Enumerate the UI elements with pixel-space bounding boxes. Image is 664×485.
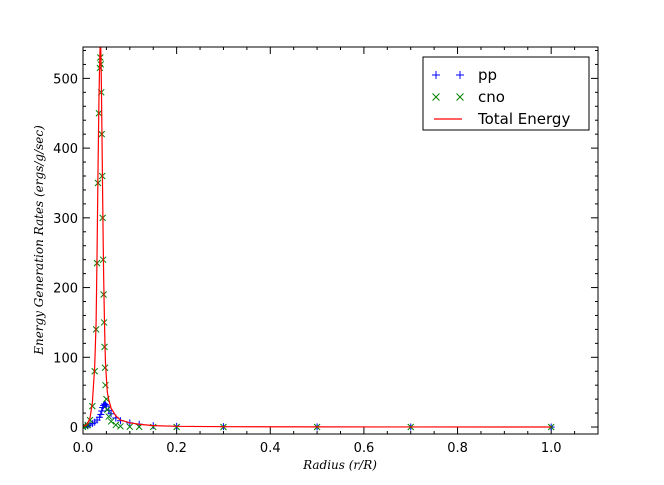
- plot-frame: [82, 46, 599, 435]
- y-tick-label: 100: [53, 351, 78, 366]
- series-total-energy: [83, 47, 552, 428]
- y-axis-label: Energy Generation Rates (ergs/g/sec): [32, 125, 46, 356]
- data-point-cno: [126, 423, 134, 431]
- data-point-cno: [103, 406, 111, 413]
- x-axis-label: Radius (r/R): [302, 458, 377, 472]
- legend-entry-pp: pp: [432, 66, 497, 84]
- y-tick-label: 0: [70, 421, 78, 436]
- legend: pp cno Total Energy: [422, 56, 590, 131]
- data-point-cno: [173, 423, 180, 431]
- x-tick-label: 0.2: [166, 441, 187, 456]
- legend-marker: [456, 71, 464, 79]
- y-tick-label: 200: [53, 282, 78, 297]
- legend-entry-cno: cno: [432, 88, 505, 106]
- data-point-cno: [101, 364, 109, 372]
- data-point-pp: [98, 407, 106, 415]
- legend-label: Total Energy: [477, 110, 570, 128]
- x-tick-label: 0.8: [447, 441, 468, 456]
- x-tick-label: 0.0: [73, 441, 94, 456]
- x-tick-label: 0.6: [354, 441, 375, 456]
- legend-marker: [432, 71, 440, 79]
- legend-label: cno: [478, 88, 505, 106]
- data-point-cno: [83, 423, 87, 431]
- x-tick-label: 1.0: [541, 441, 562, 456]
- y-tick-label: 300: [53, 212, 78, 227]
- data-point-pp: [97, 410, 105, 418]
- y-tick-label: 500: [53, 72, 78, 87]
- tick-labels: 0.0 0.2 0.4 0.6 0.8 1.0 0 100 200 300 400 500: [53, 72, 561, 456]
- legend-frame: [422, 56, 590, 131]
- legend-marker: [456, 93, 464, 101]
- data-point-cno: [117, 422, 124, 430]
- legend-label: pp: [478, 66, 497, 84]
- x-tick-label: 0.4: [260, 441, 281, 456]
- data-point-cno: [107, 418, 115, 425]
- y-tick-label: 400: [53, 142, 78, 157]
- data-point-cno: [112, 421, 120, 429]
- legend-entry-total-energy: Total Energy: [434, 110, 570, 128]
- data-point-cno: [84, 421, 92, 429]
- series-line-total-energy: [83, 47, 552, 428]
- data-point-cno: [105, 413, 113, 420]
- legend-marker: [432, 93, 440, 101]
